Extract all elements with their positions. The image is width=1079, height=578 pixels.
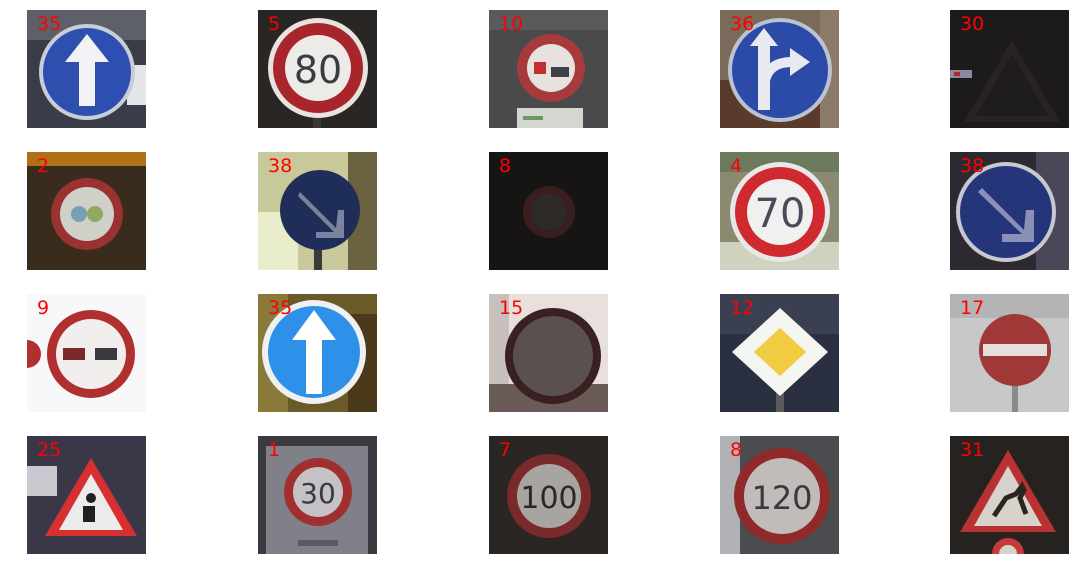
class-label: 38 (268, 155, 293, 177)
sample-tile-3: 10 (489, 10, 608, 128)
sample-tile-4: 36 (720, 10, 839, 128)
no-vehicles-sign-icon (489, 294, 608, 412)
class-label: 38 (960, 155, 985, 177)
class-label: 9 (37, 297, 50, 319)
no-passing-sign-icon (27, 294, 146, 412)
sample-tile-10: 38 (950, 152, 1069, 270)
sample-tile-15: 17 (950, 294, 1069, 412)
sample-tile-17: 30 1 (258, 436, 377, 554)
sign-number: 30 (300, 477, 336, 510)
class-label: 31 (960, 439, 985, 461)
sample-tile-6: 2 (27, 152, 146, 270)
sign-number: 70 (755, 191, 806, 237)
speed-limit-100-sign-icon: 100 (489, 436, 608, 554)
straight-or-right-sign-icon (720, 10, 839, 128)
keep-right-sign-icon (258, 152, 377, 270)
sample-tile-20: 31 (950, 436, 1069, 554)
sample-tile-1: 35 (27, 10, 146, 128)
wild-animals-crossing-sign-icon (950, 436, 1069, 554)
class-label: 1 (268, 439, 281, 461)
sample-tile-14: 12 (720, 294, 839, 412)
class-label: 17 (960, 297, 985, 319)
sample-tile-11: 9 (27, 294, 146, 412)
speed-limit-50-sign-icon (27, 152, 146, 270)
class-label: 2 (37, 155, 50, 177)
speed-limit-80-sign-icon: 80 (258, 10, 377, 128)
class-label: 4 (730, 155, 743, 177)
sample-tile-9: 70 4 (720, 152, 839, 270)
class-label: 35 (37, 13, 62, 35)
sample-tile-7: 38 (258, 152, 377, 270)
ahead-only-sign-icon (258, 294, 377, 412)
class-label: 25 (37, 439, 62, 461)
speed-limit-120-sign-icon: 120 (720, 436, 839, 554)
class-label: 7 (499, 439, 512, 461)
sign-number: 120 (751, 479, 812, 517)
ahead-only-sign-icon (27, 10, 146, 128)
dark-speed-limit-sign-icon (489, 152, 608, 270)
sample-tile-13: 15 (489, 294, 608, 412)
class-label: 35 (268, 297, 293, 319)
class-label: 8 (499, 155, 512, 177)
sample-tile-12: 35 (258, 294, 377, 412)
speed-limit-30-sign-icon: 30 (258, 436, 377, 554)
class-label: 8 (730, 439, 743, 461)
sample-tile-2: 80 5 (258, 10, 377, 128)
class-label: 5 (268, 13, 281, 35)
dark-warning-sign-icon (950, 10, 1069, 128)
sign-number: 80 (294, 48, 342, 92)
sample-tile-16: 25 (27, 436, 146, 554)
speed-limit-70-sign-icon: 70 (720, 152, 839, 270)
class-label: 10 (499, 13, 524, 35)
sign-number: 100 (520, 481, 577, 516)
no-passing-trucks-sign-icon (489, 10, 608, 128)
no-entry-sign-icon (950, 294, 1069, 412)
class-label: 12 (730, 297, 755, 319)
road-work-sign-icon (27, 436, 146, 554)
sample-tile-18: 100 7 (489, 436, 608, 554)
class-label: 15 (499, 297, 524, 319)
sample-tile-5: 30 (950, 10, 1069, 128)
keep-right-sign-icon (950, 152, 1069, 270)
sample-tile-8: 8 (489, 152, 608, 270)
sample-tile-19: 120 8 (720, 436, 839, 554)
priority-road-sign-icon (720, 294, 839, 412)
class-label: 30 (960, 13, 985, 35)
class-label: 36 (730, 13, 755, 35)
